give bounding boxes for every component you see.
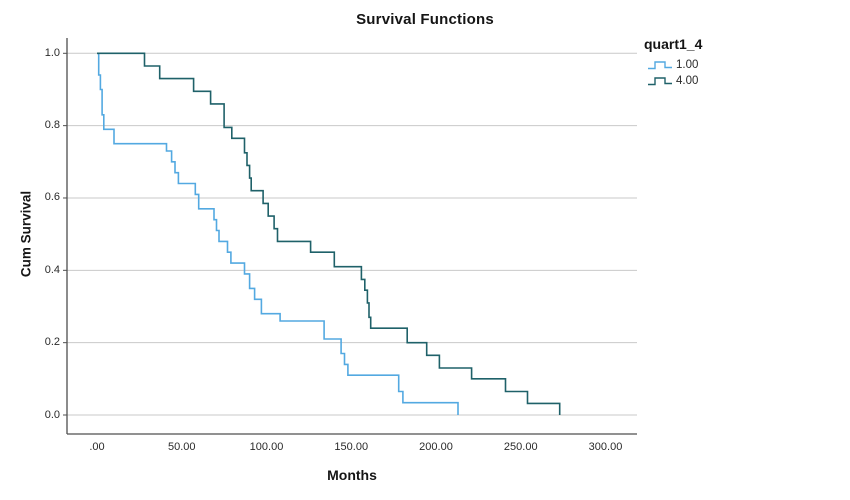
legend-entry: 1.00: [647, 57, 702, 73]
legend-title: quart1_4: [644, 36, 703, 52]
legend-entry-label: 1.00: [676, 59, 699, 71]
legend: quart1_4 1.00 4.00: [644, 36, 702, 89]
legend-entry-label: 4.00: [676, 75, 699, 87]
legend-entry: 4.00: [647, 73, 702, 89]
x-tick-label: 200.00: [419, 441, 453, 453]
y-tick-label: 0.0: [44, 408, 60, 421]
step-line-icon-shape: [648, 77, 672, 86]
x-tick-label: 50.00: [167, 441, 196, 453]
x-tick-label: 150.00: [334, 441, 369, 453]
x-tick-label: .00: [89, 441, 105, 453]
legend-entries: 1.00 4.00: [644, 57, 702, 89]
step-line-icon: [648, 61, 672, 70]
survival-curve-4.00: [97, 52, 561, 415]
step-line-icon: [648, 77, 672, 86]
x-axis-title: Months: [327, 467, 377, 483]
chart-title: Survival Functions: [356, 11, 494, 28]
survival-curve-1.00: [97, 52, 459, 415]
y-tick-label: 0.6: [44, 191, 60, 204]
step-line-icon-shape: [648, 61, 672, 70]
y-tick-label: 0.8: [44, 119, 60, 132]
x-tick-label: 100.00: [249, 441, 284, 453]
y-tick-label: 0.4: [44, 263, 60, 276]
x-tick-label: 250.00: [503, 441, 538, 453]
x-tick-label: 300.00: [588, 441, 623, 453]
y-tick-label: 1.0: [44, 46, 60, 59]
y-tick-label: 0.2: [44, 336, 60, 349]
